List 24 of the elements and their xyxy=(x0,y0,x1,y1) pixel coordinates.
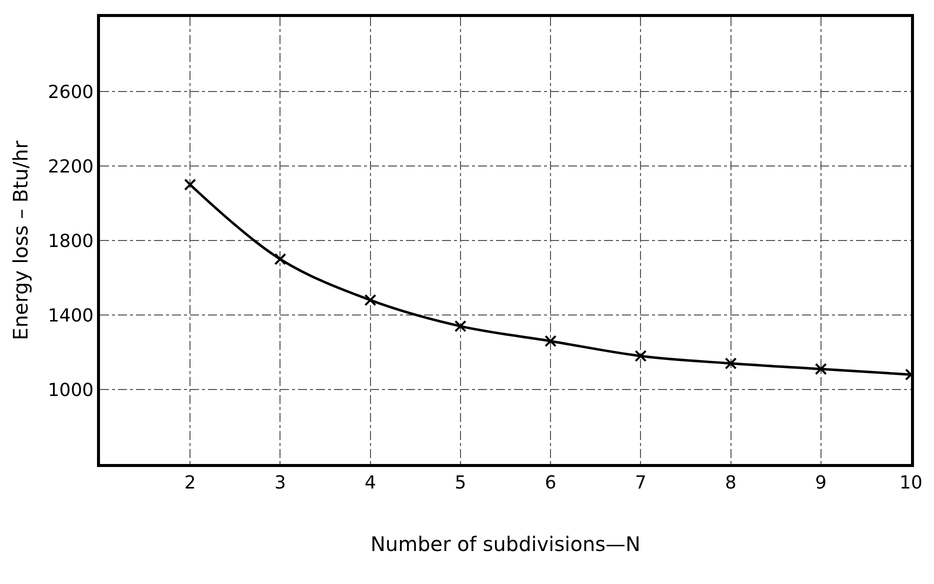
point xyxy=(274,253,286,266)
x-tick-label: 8 xyxy=(725,472,737,494)
point xyxy=(184,178,196,191)
point xyxy=(364,294,376,306)
y-tick-label: 1400 xyxy=(48,305,94,326)
point xyxy=(544,335,557,348)
x-tick-label: 4 xyxy=(364,472,376,494)
x-tick-label: 2 xyxy=(184,472,196,494)
y-tick-label: 2600 xyxy=(48,82,94,103)
x-tick-label: 7 xyxy=(634,472,646,494)
point xyxy=(814,363,827,376)
y-tick-label: 1000 xyxy=(48,380,94,401)
x-tick-label: 10 xyxy=(900,472,922,494)
y-axis-title: Energy loss – Btu/hr xyxy=(8,140,32,340)
x-tick-label: 5 xyxy=(454,472,466,494)
point xyxy=(634,350,647,362)
y-tick-label: 1800 xyxy=(48,230,94,252)
y-tick-label: 2200 xyxy=(48,156,94,178)
x-axis-title: Number of subdivisions—N xyxy=(370,532,641,556)
x-tick-label: 6 xyxy=(544,472,556,494)
x-tick-label: 3 xyxy=(274,472,286,494)
x-tick-label: 9 xyxy=(815,472,827,494)
point xyxy=(454,320,466,332)
point xyxy=(724,357,737,370)
